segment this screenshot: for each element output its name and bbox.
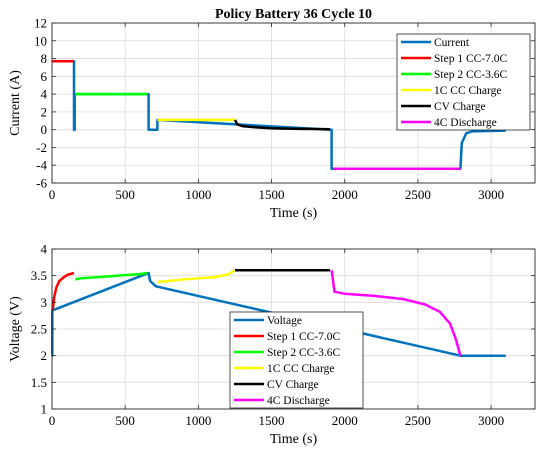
voltage-panel: 0 500 1000 1500 2000 2500 3000 1 1.5 2 2.5 3 3.5 4 Tim… (8, 242, 536, 447)
legend-entry: 1C CC Charge (434, 85, 502, 97)
x-axis-label: Time (s) (270, 432, 318, 447)
legend-entry: 4C Discharge (434, 117, 497, 129)
y-tick-label: 10 (34, 33, 47, 48)
x-tick-label: 3000 (478, 187, 504, 202)
x-tick-label: 1000 (185, 413, 211, 428)
y-tick-label: 6 (41, 69, 48, 84)
y-tick-label: -6 (36, 176, 47, 191)
legend: Current Step 1 CC-7.0C Step 2 CC-3.6C 1C CC… (396, 33, 531, 131)
y-tick-label: 3 (41, 295, 48, 310)
y-axis-label: Voltage (V) (8, 296, 23, 362)
chart-title: Policy Battery 36 Cycle 10 (215, 7, 372, 22)
x-tick-label: 0 (49, 187, 56, 202)
y-tick-label: 8 (41, 51, 48, 66)
legend-entry: Step 2 CC-3.6C (267, 347, 340, 359)
series-line-5 (330, 270, 462, 357)
axes-box (51, 22, 536, 184)
legend-box (396, 33, 531, 131)
legend-entry: Step 1 CC-7.0C (434, 53, 507, 65)
legend-entry: Step 2 CC-3.6C (434, 69, 507, 81)
y-tick-label: -4 (36, 158, 47, 173)
x-tick-label: 3000 (478, 413, 504, 428)
legend: Voltage Step 1 CC-7.0C Step 2 CC-3.6C 1C CC… (229, 311, 364, 409)
y-tick-label: 0 (41, 122, 48, 137)
x-tick-label: 500 (115, 413, 135, 428)
x-tick-label: 2000 (332, 413, 358, 428)
y-tick-label: -2 (36, 140, 47, 155)
series-line-3 (157, 269, 236, 284)
y-tick-label: 4 (41, 242, 48, 257)
x-tick-label: 1500 (259, 187, 285, 202)
legend-entry: Voltage (267, 315, 302, 327)
y-axis-label: Current (A) (8, 70, 23, 136)
x-tick-label: 1000 (185, 187, 211, 202)
x-tick-label: 0 (49, 413, 56, 428)
x-tick-label: 500 (115, 187, 135, 202)
series-line-2 (75, 271, 148, 281)
y-tick-label: 2 (41, 104, 48, 119)
legend-entry: CV Charge (434, 101, 486, 113)
y-tick-label: 1 (41, 402, 48, 417)
x-tick-label: 2500 (405, 413, 431, 428)
y-tick-label: 2 (41, 348, 48, 363)
x-tick-label: 2500 (405, 187, 431, 202)
legend-entry: Current (434, 37, 470, 49)
y-tick-label: 12 (34, 16, 47, 31)
legend-entry: 4C Discharge (267, 395, 330, 407)
legend-box (229, 311, 364, 409)
y-tick-label: 1.5 (31, 375, 47, 390)
current-panel: 0 500 1000 1500 2000 2500 3000 -6 -4 -2 0 2 4 6 8 10 12 P… (8, 7, 536, 221)
series-line-0 (52, 59, 506, 171)
x-tick-label: 1500 (259, 413, 285, 428)
y-tick-label: 3.5 (31, 268, 47, 283)
x-tick-label: 2000 (332, 187, 358, 202)
legend-entry: Step 1 CC-7.0C (267, 331, 340, 343)
series-line-4 (233, 119, 331, 131)
y-tick-label: 4 (41, 87, 48, 102)
y-tick-label: 2.5 (31, 322, 47, 337)
x-axis-label: Time (s) (270, 206, 318, 221)
series-line-1 (51, 271, 75, 311)
legend-entry: CV Charge (267, 379, 319, 391)
legend-entry: 1C CC Charge (267, 363, 335, 375)
